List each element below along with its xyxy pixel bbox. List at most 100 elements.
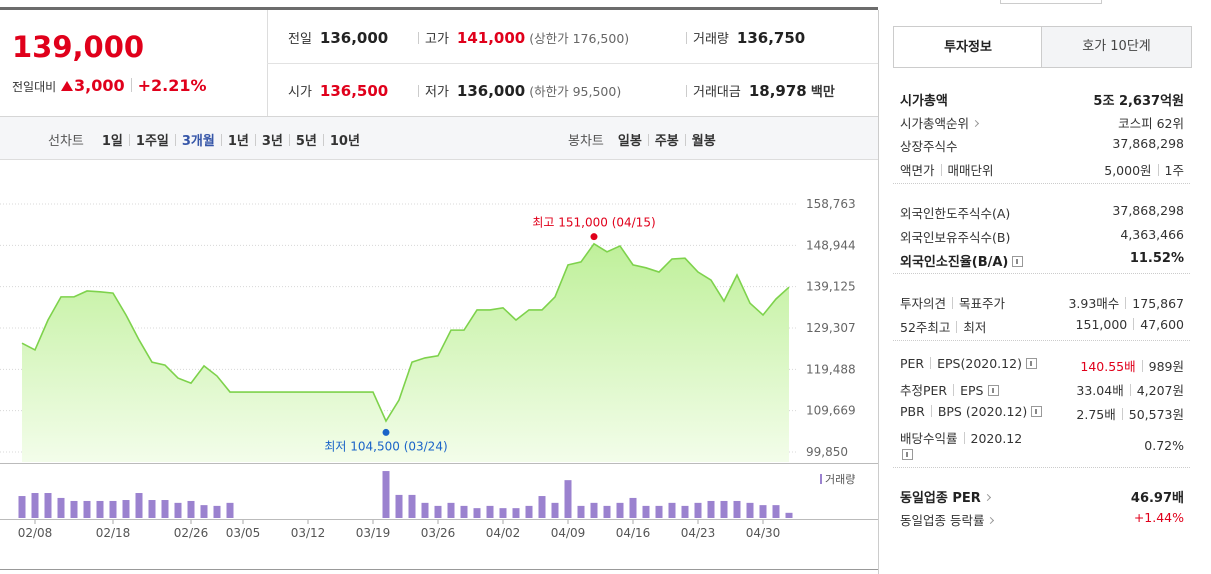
- label-text: 투자의견: [900, 296, 947, 311]
- volume-bar: [148, 500, 156, 518]
- volume-bar: [395, 494, 403, 518]
- value-text: 5조 2,637억원: [1093, 94, 1184, 109]
- stat-note: (하한가 95,500): [529, 84, 622, 99]
- change-box: 전일대비 3,000 +2.21%: [12, 76, 207, 95]
- info-tab[interactable]: 투자정보: [893, 26, 1043, 68]
- info-value: +1.44%: [1134, 510, 1184, 525]
- stat: 거래량 136,750: [686, 28, 805, 47]
- stat-label: 고가: [425, 32, 449, 47]
- help-icon[interactable]: [1031, 406, 1043, 417]
- info-value: 4,363,466: [1120, 227, 1184, 242]
- volume-bar: [733, 500, 741, 518]
- y-tick-label: 109,669: [806, 404, 856, 418]
- stat-value: 136,500: [319, 82, 389, 100]
- stat-value: 141,000: [456, 29, 526, 47]
- period-tab[interactable]: 3개월: [181, 134, 215, 149]
- value-text: 151,000: [1075, 317, 1128, 332]
- info-label: 시가총액: [900, 90, 948, 109]
- volume-bar: [772, 505, 780, 518]
- volume-bar: [486, 505, 494, 518]
- volume-bar: [70, 500, 78, 518]
- info-label: 52주최고 최저: [900, 317, 986, 336]
- period-tab[interactable]: 3년: [261, 134, 283, 149]
- x-tick-label: 02/26: [174, 526, 209, 540]
- chart-tabbar: 선차트 1일 1주일 3개월 1년 3년 5년 10년 봉차트 일봉 주봉 월봉: [0, 117, 878, 160]
- volume-bar: [57, 497, 65, 518]
- price-line: [21, 242, 790, 423]
- info-label: 액면가 매매단위: [900, 160, 994, 179]
- label-text: 목표주가: [959, 296, 1006, 311]
- candle-tab[interactable]: 월봉: [691, 134, 716, 149]
- label-text: 시가총액: [900, 94, 948, 109]
- volume-bar: [382, 471, 390, 518]
- candle-tabs: 봉차트 일봉 주봉 월봉: [568, 130, 716, 149]
- volume-bar: [122, 500, 130, 518]
- value-text: 989원: [1148, 359, 1184, 374]
- volume-bar: [213, 505, 221, 518]
- info-value: 37,868,298: [1112, 203, 1184, 218]
- info-row: 시가총액순위 코스피 62위: [900, 113, 1184, 135]
- info-label: 상장주식수: [900, 136, 958, 155]
- info-value: 11.52%: [1130, 251, 1184, 266]
- info-row: 시가총액 5조 2,637억원: [900, 90, 1184, 112]
- value-text: 33.04배: [1076, 383, 1124, 398]
- value-text: 175,867: [1132, 296, 1184, 311]
- label-text: 액면가: [900, 163, 935, 178]
- volume-bar: [720, 500, 728, 518]
- info-value: 0.72%: [1144, 438, 1184, 453]
- volume-bar: [421, 502, 429, 518]
- volume-bar: [655, 505, 663, 518]
- info-label: 동일업종 PER: [900, 487, 991, 506]
- x-tick-label: 04/30: [746, 526, 781, 540]
- volume-bar: [512, 508, 520, 518]
- stat-unit: 백만: [810, 85, 835, 100]
- label-text: 상장주식수: [900, 139, 958, 154]
- section-rule: [893, 340, 1190, 341]
- info-row: 동일업종 PER 46.97배: [900, 487, 1184, 509]
- info-row: PBR BPS (2020.12) 2.75배 50,573원: [900, 404, 1184, 426]
- info-row: 액면가 매매단위 5,000원 1주: [900, 160, 1184, 182]
- value-text: 4,207원: [1136, 383, 1184, 398]
- volume-bar: [551, 502, 559, 518]
- label-text: 추정PER: [900, 383, 948, 398]
- stat-value: 18,978: [748, 82, 807, 100]
- panel-top-box: [1000, 0, 1102, 4]
- arrow-icon: [987, 516, 995, 525]
- separator: [254, 134, 256, 146]
- volume-bar: [499, 508, 507, 518]
- info-label: 외국인소진율(B/A): [900, 251, 1024, 270]
- annotation: 최저 104,500 (03/24): [324, 439, 447, 453]
- volume-bar: [629, 497, 637, 518]
- separator: [952, 297, 954, 309]
- x-tick-label: 04/02: [486, 526, 521, 540]
- stat-value: 136,000: [456, 82, 526, 100]
- help-icon[interactable]: [987, 385, 999, 396]
- period-tab[interactable]: 5년: [295, 134, 317, 149]
- info-tab[interactable]: 호가 10단계: [1041, 26, 1192, 68]
- volume-bar: [642, 505, 650, 518]
- stat: 전일 136,000: [288, 28, 388, 47]
- volume-bar: [18, 496, 26, 518]
- volume-bar: [200, 505, 208, 518]
- period-tab[interactable]: 1주일: [135, 134, 169, 149]
- period-tab[interactable]: 1일: [101, 134, 123, 149]
- separator: [1157, 164, 1159, 176]
- y-tick-label: 148,944: [806, 238, 856, 252]
- volume-bar: [408, 494, 416, 518]
- info-label: 시가총액순위: [900, 113, 980, 132]
- period-tab[interactable]: 1년: [227, 134, 249, 149]
- volume-bar: [707, 500, 715, 518]
- candle-tab[interactable]: 주봉: [654, 134, 679, 149]
- stat-label: 전일: [288, 32, 312, 47]
- help-icon[interactable]: [902, 449, 913, 460]
- label-text: PBR: [900, 404, 925, 419]
- volume-bar: [564, 480, 572, 518]
- candle-tab[interactable]: 일봉: [617, 134, 642, 149]
- help-icon[interactable]: [1012, 256, 1024, 267]
- label-text: PER: [900, 356, 925, 371]
- stat-value: 136,000: [319, 29, 389, 47]
- period-tab[interactable]: 10년: [329, 134, 360, 149]
- stat-value: 136,750: [736, 29, 806, 47]
- price: 139,000: [12, 30, 145, 64]
- help-icon[interactable]: [1025, 358, 1037, 369]
